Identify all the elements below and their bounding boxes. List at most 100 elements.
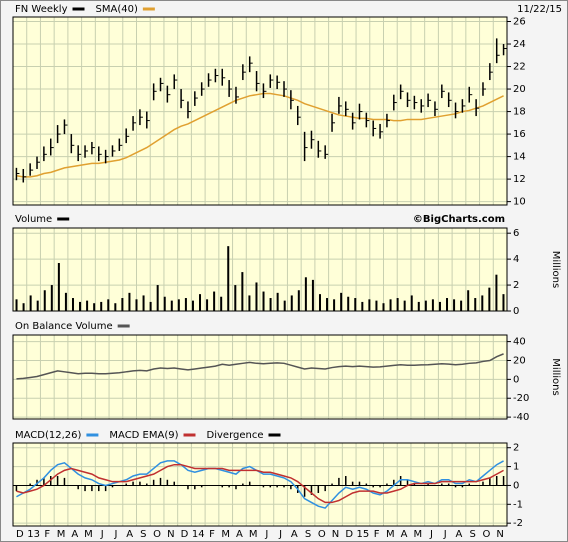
divergence-bar [427,483,429,486]
y-axis-label: Millions [550,251,561,288]
divergence-bar [98,485,100,492]
volume-bar [389,299,392,311]
volume-bar [460,300,463,311]
divergence-bar [386,483,388,486]
plot-border [12,227,508,312]
x-tick-label: J [429,529,433,540]
divergence-bar [194,485,196,490]
x-tick-label: M [413,529,422,540]
x-tick-label: M [249,529,258,540]
divergence-bar [91,485,93,492]
divergence-bar [441,483,443,486]
volume-bar [417,301,420,311]
volume-bar [290,295,293,311]
y-tick-label: -40 [513,412,529,423]
volume-bar [255,282,258,311]
x-tick-label: J [278,529,282,540]
volume-bar [71,298,74,311]
volume-bar [304,277,307,311]
divergence-bar [290,485,292,490]
volume-bar [262,291,265,311]
divergence-bar [303,485,306,497]
x-tick-label: O [318,529,326,540]
volume-bar [318,294,321,311]
x-tick-label: A [236,529,243,540]
volume-bar [43,290,46,311]
x-tick-label: J [443,529,447,540]
volume-bar [502,294,505,311]
x-tick-label: F [44,529,50,540]
divergence-bar [489,477,491,486]
volume-bar [347,296,350,311]
y-tick-label: 12 [513,174,526,185]
volume-bar [361,301,364,311]
divergence-bar [200,485,203,488]
volume-bar [121,298,124,311]
volume-bar [220,296,223,311]
volume-bar [446,298,449,311]
volume-bar [15,299,18,311]
y-tick-label: 4 [513,254,519,265]
y-tick-label: 24 [513,39,526,50]
divergence-bar [111,485,114,488]
x-tick-label: A [401,529,408,540]
volume-bar [22,303,25,311]
divergence-bar [365,483,368,486]
plot-border [12,16,508,206]
volume-bar [368,299,371,311]
x-tick-label: M [386,529,395,540]
y-tick-label: -1 [513,499,523,510]
volume-bar [396,298,399,311]
volume-bar [326,298,329,311]
divergence-bar [228,485,230,488]
legend-label: Divergence [207,430,264,441]
divergence-bar [248,481,251,486]
volume-bar [311,279,314,311]
series-line [16,353,504,380]
divergence-bar [372,485,374,488]
x-tick-label: F [209,529,215,540]
divergence-bar [331,483,333,486]
y-tick-label: 20 [513,84,526,95]
divergence-bar [84,485,86,492]
y-tick-label: 2 [513,280,519,291]
divergence-bar [43,477,45,486]
series-line [16,92,504,178]
divergence-bar [262,485,265,488]
volume-bar [156,285,159,311]
divergence-bar [454,485,457,488]
volume-bar [297,290,300,311]
volume-bar [191,300,194,311]
volume-bar [177,299,180,311]
divergence-bar [317,485,320,493]
divergence-bar [393,479,395,486]
volume-bar [29,295,32,311]
volume-bar [170,300,173,311]
divergence-bar [187,485,189,490]
divergence-bar [56,476,59,486]
x-tick-label: A [71,529,78,540]
divergence-bar [104,485,107,492]
volume-bar [248,295,251,311]
divergence-bar [276,485,278,488]
credit: ©BigCharts.com [413,214,505,225]
divergence-bar [502,476,505,486]
volume-bar [234,285,237,311]
volume-bar [495,274,498,311]
volume-bar [467,290,470,311]
volume-bar [333,299,336,311]
volume-bar [135,299,138,311]
volume-bar [382,303,385,311]
divergence-bar [152,479,155,486]
divergence-bar [29,483,31,486]
y-tick-label: 0 [513,374,519,385]
x-tick-label: 15 [357,529,370,540]
volume-bar [488,287,491,311]
y-tick-label: 16 [513,129,526,140]
divergence-bar [351,481,354,486]
divergence-bar [283,485,285,488]
volume-bar [340,292,343,311]
volume-bar [163,296,166,311]
y-tick-label: 20 [513,355,526,366]
